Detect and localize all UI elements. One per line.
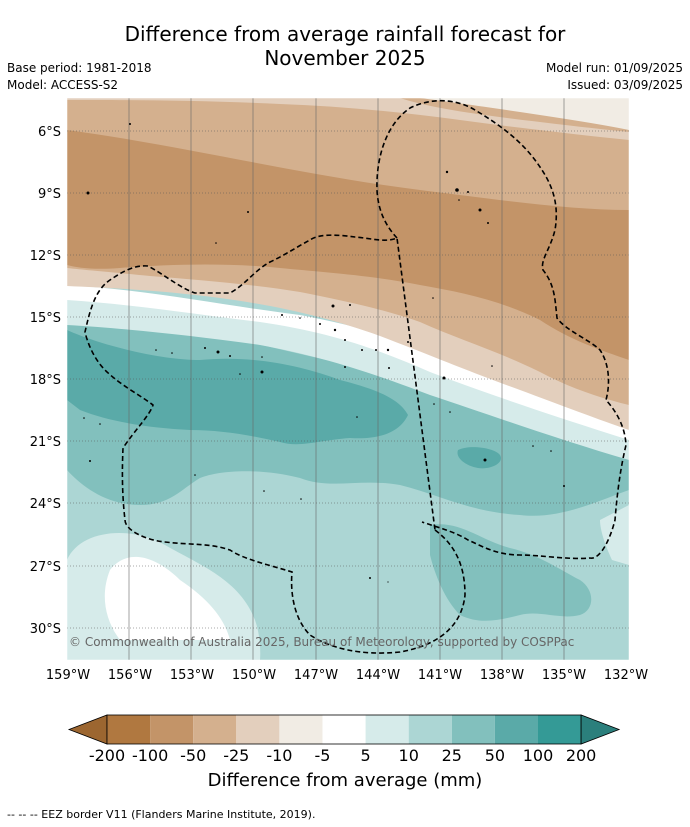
lat-label: 27°S [30,560,61,575]
contour-minus-10-top [67,98,629,140]
colorbar-tick-label: 10 [399,746,419,765]
model-info: Base period: 1981-2018 Model: ACCESS-S2 [7,60,152,94]
base-period: Base period: 1981-2018 [7,61,152,75]
lon-label: 150°W [232,668,276,683]
colorbar-tick-label: -10 [266,746,292,765]
lon-label: 156°W [108,668,152,683]
lat-label: 12°S [30,249,61,264]
colorbar-swatch [494,715,538,744]
colorbar-arrow-low [67,714,108,745]
graticule [67,130,629,629]
lat-label: 24°S [30,497,61,512]
map-frame [66,97,630,661]
lon-label: 153°W [170,668,214,683]
colorbar-swatch [107,715,151,744]
contour-100-200 [67,330,408,445]
lat-label: 15°S [30,311,61,326]
colorbar-swatch [408,715,452,744]
colorbar-tick-label: -25 [223,746,249,765]
contour-50-100-southeast [430,524,592,621]
colorbar: -200 -100 -50 -25 -10 -5 5 10 25 50 100 200 [67,714,621,765]
contour-below-5 [104,556,230,640]
latitude-labels: 6°S 9°S 12°S 15°S 18°S 21°S 24°S 27°S 30… [30,125,61,637]
colorbar-swatch [365,715,409,744]
lon-label: 144°W [356,668,400,683]
lat-label: 21°S [30,435,61,450]
colorbar-swatch [150,715,194,744]
colorbar-swatch [236,715,280,744]
colorbar-label: Difference from average (mm) [207,770,483,791]
colorbar-tick-label: 25 [442,746,462,765]
islands [83,123,565,583]
lat-label: 18°S [30,373,61,388]
model-name: Model: ACCESS-S2 [7,78,119,92]
model-run-date: Model run: 01/09/2025 [545,61,683,75]
lon-label: 138°W [480,668,524,683]
colorbar-swatch [279,715,323,744]
colorbar-swatch [322,715,366,744]
colorbar-tick-label: -100 [132,746,168,765]
contour-5-10-north [67,300,629,460]
colorbar-tick-label: 50 [485,746,505,765]
issued-date: Issued: 03/09/2025 [567,78,683,92]
lon-label: 159°W [46,668,90,683]
colorbar-tick-label: -200 [89,746,125,765]
title-line-2: November 2025 [264,46,426,70]
eez-legend: -- -- -- EEZ border V11 (Flanders Marine… [7,808,316,821]
contour-5-10-east [600,505,629,565]
lon-label: 135°W [542,668,586,683]
lon-label: 147°W [294,668,338,683]
lon-label: 132°W [604,668,648,683]
colorbar-swatch [451,715,495,744]
contour-minus-50 [67,130,629,360]
run-info: Model run: 01/09/2025 Issued: 03/09/2025 [546,60,683,94]
lat-label: 9°S [38,187,61,202]
contour-100-200-small [457,447,501,469]
map-area: © Commonwealth of Australia 2025, Bureau… [67,98,629,660]
colorbar-arrow-high [580,714,621,745]
meridians [128,98,565,660]
colorbar-tick-label: 200 [566,746,597,765]
colorbar-tick-label: 5 [361,746,371,765]
map-title: Difference from average rainfall forecas… [0,22,690,70]
colorbar-tick-label: -5 [315,746,331,765]
colorbar-tick-label: 100 [523,746,554,765]
copyright-notice: © Commonwealth of Australia 2025, Bureau… [69,635,574,649]
lon-label: 141°W [418,668,462,683]
lat-label: 6°S [38,125,61,140]
colorbar-swatch [193,715,237,744]
eez-border [84,99,627,654]
colorbar-tick-label: -50 [180,746,206,765]
lat-label: 30°S [30,622,61,637]
colorbar-frame [106,714,582,745]
title-line-1: Difference from average rainfall forecas… [124,22,566,46]
longitude-labels: 159°W 156°W 153°W 150°W 147°W 144°W 141°… [46,668,648,683]
contour-minus-5-top [420,98,629,130]
colorbar-swatch [538,715,582,744]
